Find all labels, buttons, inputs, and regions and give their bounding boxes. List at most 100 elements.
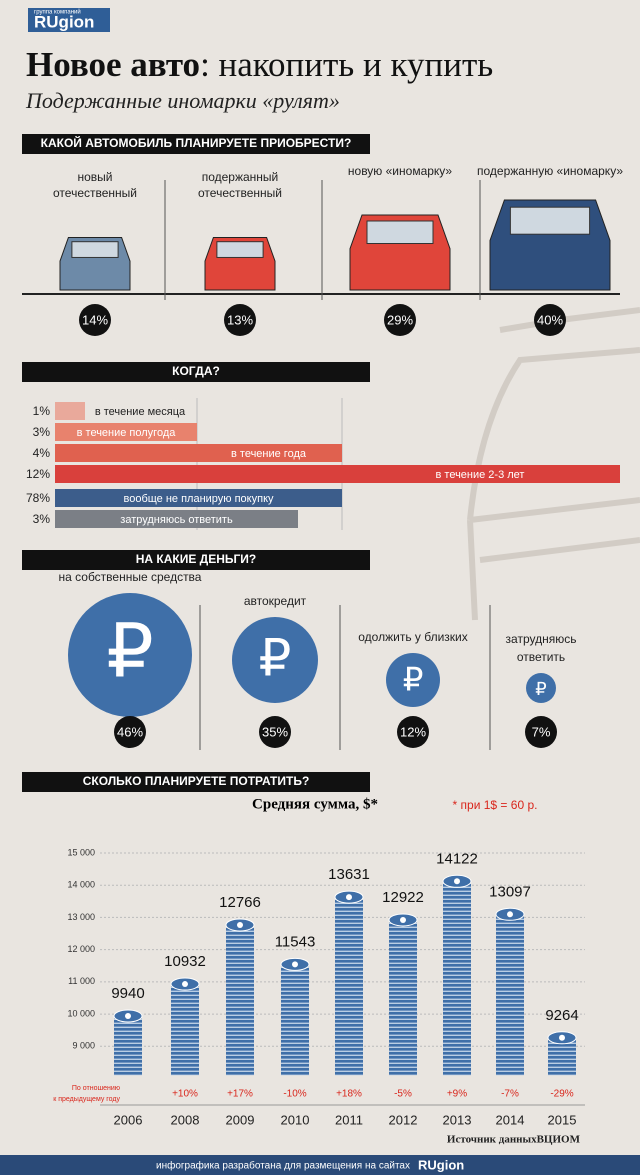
y-tick-label: 9 000 bbox=[72, 1041, 95, 1051]
car-label: отечественный bbox=[53, 186, 137, 200]
chart-note: * при 1$ = 60 р. bbox=[453, 798, 538, 812]
change-label: -29% bbox=[550, 1089, 573, 1100]
chart-title: Средняя сумма, $* bbox=[252, 796, 378, 812]
section-title: СКОЛЬКО ПЛАНИРУЕТЕ ПОТРАТИТЬ? bbox=[83, 774, 310, 788]
y-tick-label: 15 000 bbox=[67, 847, 95, 857]
share-badge bbox=[384, 304, 416, 336]
money-circle bbox=[68, 593, 192, 717]
change-label: +9% bbox=[447, 1089, 467, 1100]
when-share: 3% bbox=[33, 512, 51, 526]
share-label: 35% bbox=[262, 724, 288, 739]
value-label: 9264 bbox=[545, 1007, 578, 1024]
when-bar bbox=[55, 444, 342, 462]
title: Новое авто: накопить и купить bbox=[26, 45, 493, 84]
brand-tag: группа компаний bbox=[34, 9, 81, 16]
x-tick-label: 2011 bbox=[335, 1112, 363, 1127]
x-tick-label: 2008 bbox=[171, 1112, 200, 1127]
money-circle bbox=[232, 617, 318, 703]
money-circle bbox=[386, 653, 440, 707]
y-tick-label: 11 000 bbox=[68, 976, 95, 986]
share-label: 29% bbox=[387, 312, 413, 327]
title-rest: : накопить и купить bbox=[200, 45, 493, 84]
value-label: 9940 bbox=[111, 985, 144, 1002]
section-title: НА КАКИЕ ДЕНЬГИ? bbox=[136, 552, 257, 566]
section-bar bbox=[22, 362, 370, 382]
value-label: 12922 bbox=[382, 889, 424, 906]
section-bar bbox=[22, 550, 370, 570]
change-label: +17% bbox=[227, 1089, 253, 1100]
change-caption: По отношению bbox=[72, 1085, 120, 1092]
money-circle bbox=[526, 673, 556, 703]
footer-brand: RUgion bbox=[418, 1157, 464, 1172]
value-label: 10932 bbox=[164, 953, 206, 970]
when-share: 1% bbox=[33, 404, 51, 418]
money-label: автокредит bbox=[244, 594, 307, 608]
y-tick-label: 10 000 bbox=[67, 1008, 95, 1018]
car-window bbox=[366, 220, 434, 244]
when-bar bbox=[55, 402, 85, 420]
car-label: отечественный bbox=[198, 186, 282, 200]
change-label: +10% bbox=[172, 1089, 198, 1100]
coin-stack bbox=[281, 964, 309, 1076]
money-label: ответить bbox=[517, 650, 565, 664]
when-label: затрудняюсь ответить bbox=[120, 514, 233, 526]
share-label: 7% bbox=[532, 724, 551, 739]
money-label: затрудняюсь bbox=[506, 632, 577, 646]
car-label: подержанный bbox=[202, 170, 279, 184]
coin-emblem bbox=[125, 1013, 131, 1020]
coin-emblem bbox=[292, 961, 298, 968]
when-share: 4% bbox=[33, 446, 51, 460]
share-label: 40% bbox=[537, 312, 563, 327]
money-symbol: ₽ bbox=[106, 610, 153, 693]
when-share: 78% bbox=[26, 491, 50, 505]
coin-emblem bbox=[559, 1034, 565, 1041]
section-title: КОГДА? bbox=[172, 364, 220, 378]
coin-emblem bbox=[454, 878, 460, 885]
money-symbol: ₽ bbox=[403, 662, 424, 698]
x-tick-label: 2013 bbox=[443, 1112, 472, 1127]
x-tick-label: 2015 bbox=[548, 1112, 577, 1127]
car-label: подержанную «иномарку» bbox=[477, 164, 623, 178]
share-badge bbox=[259, 716, 291, 748]
x-tick-label: 2012 bbox=[389, 1112, 418, 1127]
x-tick-label: 2014 bbox=[496, 1112, 525, 1127]
share-label: 13% bbox=[227, 312, 253, 327]
when-bar bbox=[55, 489, 342, 507]
change-label: +18% bbox=[336, 1089, 362, 1100]
share-badge bbox=[534, 304, 566, 336]
money-symbol: ₽ bbox=[259, 629, 292, 687]
car-window bbox=[216, 241, 264, 258]
share-badge bbox=[525, 716, 557, 748]
when-label: в течение месяца bbox=[95, 406, 186, 418]
source: Источник данныхВЦИОМ bbox=[447, 1134, 581, 1146]
subtitle: Подержанные иномарки «рулят» bbox=[25, 88, 340, 113]
value-label: 13631 bbox=[328, 866, 370, 883]
coin-stack bbox=[171, 984, 199, 1076]
when-label: вообще не планирую покупку bbox=[123, 493, 274, 505]
share-label: 12% bbox=[400, 724, 426, 739]
value-label: 13097 bbox=[489, 883, 531, 900]
section-title: КАКОЙ АВТОМОБИЛЬ ПЛАНИРУЕТЕ ПРИОБРЕСТИ? bbox=[41, 135, 352, 150]
share-label: 14% bbox=[82, 312, 108, 327]
money-label: на собственные средства bbox=[59, 570, 202, 584]
when-label: в течение 2-3 лет bbox=[436, 469, 525, 481]
section-bar bbox=[22, 134, 370, 154]
y-tick-label: 14 000 bbox=[67, 880, 95, 890]
when-bar bbox=[55, 465, 620, 483]
coin-emblem bbox=[400, 916, 406, 923]
change-label: -5% bbox=[394, 1089, 412, 1100]
coin-emblem bbox=[182, 981, 188, 988]
section-bar bbox=[22, 772, 370, 792]
brand-logo bbox=[28, 8, 110, 32]
money-label: одолжить у близких bbox=[358, 630, 467, 644]
share-badge bbox=[224, 304, 256, 336]
value-label: 12766 bbox=[219, 894, 261, 911]
coin-stack bbox=[335, 897, 363, 1076]
x-tick-label: 2006 bbox=[114, 1112, 143, 1127]
when-bar bbox=[55, 510, 298, 528]
share-badge bbox=[397, 716, 429, 748]
coin-stack bbox=[114, 1016, 142, 1076]
change-label: -7% bbox=[501, 1089, 519, 1100]
car-window bbox=[509, 206, 591, 235]
